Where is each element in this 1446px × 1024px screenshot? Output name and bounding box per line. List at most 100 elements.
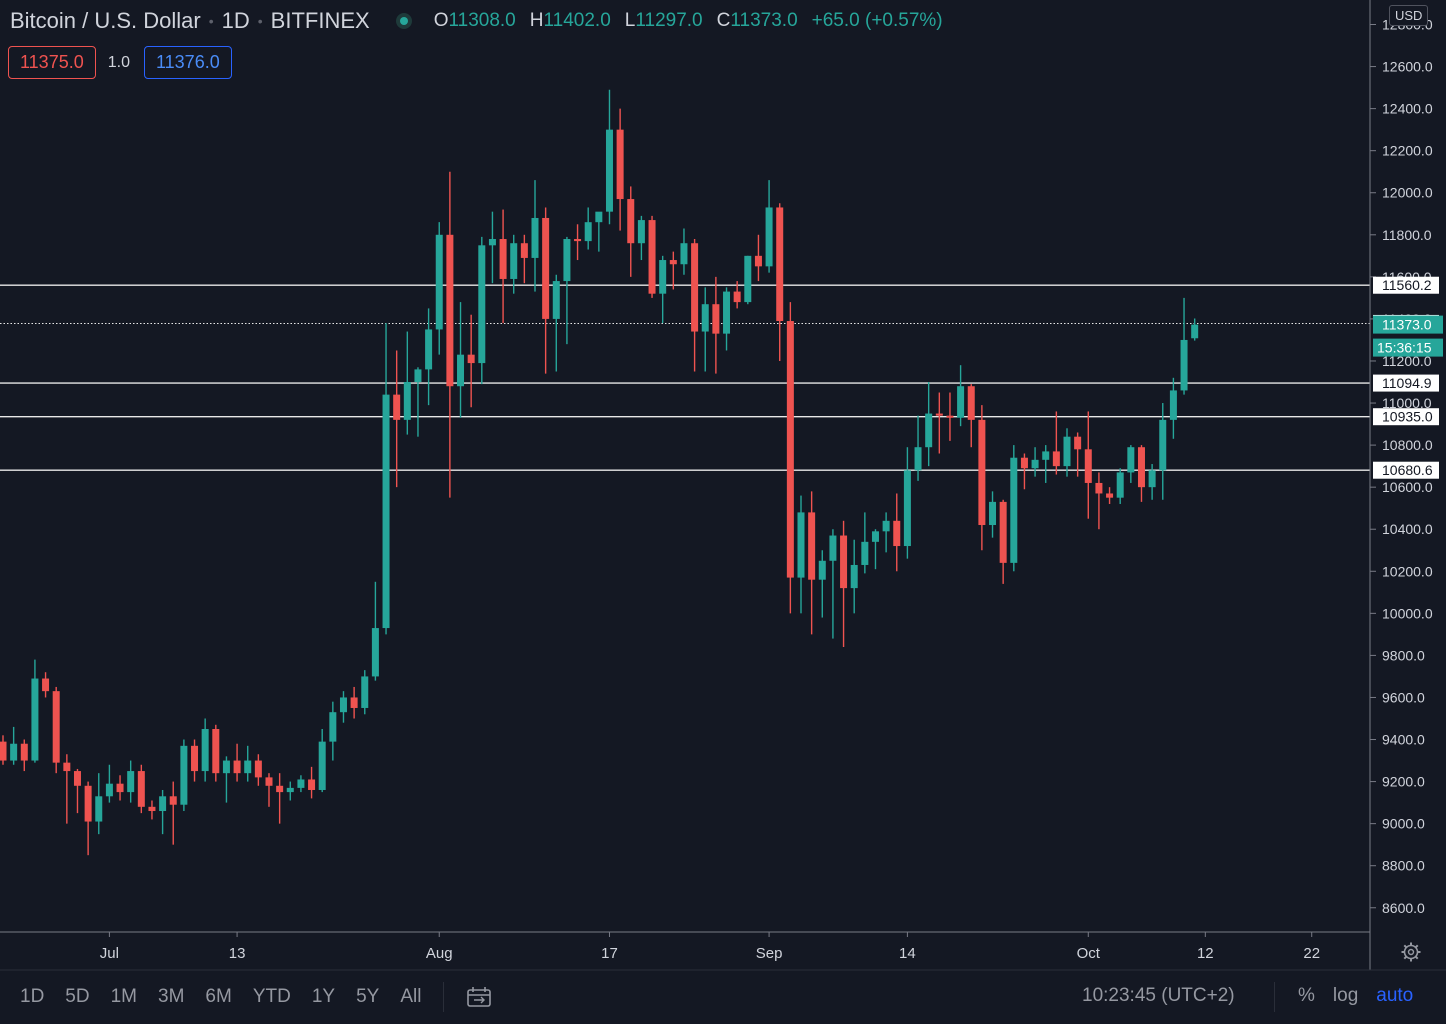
candle[interactable] xyxy=(1127,445,1135,483)
symbol-name[interactable]: Bitcoin / U.S. Dollar xyxy=(10,8,201,33)
candle[interactable] xyxy=(137,764,145,814)
candle[interactable] xyxy=(339,691,347,723)
candle[interactable] xyxy=(903,447,911,559)
candle[interactable] xyxy=(1063,428,1071,477)
candle[interactable] xyxy=(691,239,699,372)
candle[interactable] xyxy=(967,384,975,448)
candle[interactable] xyxy=(1148,464,1156,500)
candle[interactable] xyxy=(52,686,60,774)
candle[interactable] xyxy=(637,215,645,261)
candle[interactable] xyxy=(276,773,284,824)
candle[interactable] xyxy=(1137,445,1145,502)
candle[interactable] xyxy=(308,766,316,799)
candle[interactable] xyxy=(105,764,113,803)
candle[interactable] xyxy=(73,768,81,814)
candle[interactable] xyxy=(510,234,518,294)
candle[interactable] xyxy=(616,108,624,231)
candle[interactable] xyxy=(446,171,454,498)
candle[interactable] xyxy=(148,800,156,820)
candle[interactable] xyxy=(946,392,954,441)
candle[interactable] xyxy=(254,754,262,786)
candle[interactable] xyxy=(371,581,379,681)
candle[interactable] xyxy=(808,491,816,635)
candle[interactable] xyxy=(180,739,188,812)
candle[interactable] xyxy=(957,365,965,427)
candle[interactable] xyxy=(233,743,241,782)
clock-display[interactable]: 10:23:45 (UTC+2) xyxy=(1082,985,1235,1006)
candle[interactable] xyxy=(1010,445,1018,572)
candle[interactable] xyxy=(776,203,784,361)
candle[interactable] xyxy=(1095,472,1103,530)
candle[interactable] xyxy=(925,382,933,467)
percent-scale-button[interactable]: % xyxy=(1298,985,1315,1006)
candle[interactable] xyxy=(914,415,922,481)
candle[interactable] xyxy=(605,89,613,225)
candle[interactable] xyxy=(871,529,879,570)
candle[interactable] xyxy=(659,255,667,324)
candle[interactable] xyxy=(754,234,762,282)
candle[interactable] xyxy=(999,499,1007,584)
candle[interactable] xyxy=(669,251,677,290)
candle[interactable] xyxy=(425,308,433,406)
timeframe-1d[interactable]: 1D xyxy=(20,986,45,1007)
timeframe-1y[interactable]: 1Y xyxy=(311,986,336,1007)
timeframe-5y[interactable]: 5Y xyxy=(356,986,380,1007)
candle[interactable] xyxy=(169,781,177,845)
candle[interactable] xyxy=(95,773,103,835)
candle[interactable] xyxy=(531,180,539,292)
timeframe-ytd[interactable]: YTD xyxy=(252,986,291,1007)
candle[interactable] xyxy=(403,331,411,435)
candle[interactable] xyxy=(829,529,837,639)
candle[interactable] xyxy=(733,281,741,309)
candle[interactable] xyxy=(786,302,794,614)
candle[interactable] xyxy=(127,760,135,803)
candle[interactable] xyxy=(882,512,890,553)
candle[interactable] xyxy=(850,539,858,614)
candle[interactable] xyxy=(723,287,731,351)
candle[interactable] xyxy=(1052,411,1060,475)
candle[interactable] xyxy=(520,234,528,284)
candle[interactable] xyxy=(382,323,390,635)
candle[interactable] xyxy=(552,274,560,372)
candle[interactable] xyxy=(542,207,550,374)
timeframe-3m[interactable]: 3M xyxy=(158,986,185,1007)
candle[interactable] xyxy=(584,207,592,250)
candle[interactable] xyxy=(712,276,720,374)
candle[interactable] xyxy=(393,350,401,488)
candle[interactable] xyxy=(467,314,475,408)
candle[interactable] xyxy=(935,392,943,454)
sell-button[interactable]: 11375.0 xyxy=(8,46,96,79)
candle[interactable] xyxy=(20,739,28,772)
candle[interactable] xyxy=(978,405,986,551)
candle[interactable] xyxy=(797,495,805,614)
candle[interactable] xyxy=(435,222,443,355)
candle[interactable] xyxy=(488,211,496,284)
candle[interactable] xyxy=(244,745,252,782)
timeframe-5d[interactable]: 5D xyxy=(65,986,90,1007)
currency-button[interactable]: USD xyxy=(1389,5,1429,26)
candle[interactable] xyxy=(0,735,7,765)
candle[interactable] xyxy=(680,228,688,275)
candle[interactable] xyxy=(989,491,997,538)
candle[interactable] xyxy=(499,209,507,324)
candle[interactable] xyxy=(1191,318,1199,341)
candle[interactable] xyxy=(116,775,124,801)
candle[interactable] xyxy=(201,718,209,782)
candle[interactable] xyxy=(42,672,50,698)
candle[interactable] xyxy=(701,287,709,372)
candle[interactable] xyxy=(1074,432,1082,477)
candle[interactable] xyxy=(222,756,230,803)
candle[interactable] xyxy=(159,789,167,835)
candle[interactable] xyxy=(350,686,358,719)
candle[interactable] xyxy=(191,739,199,782)
candle[interactable] xyxy=(818,550,826,618)
candle[interactable] xyxy=(318,729,326,793)
candle[interactable] xyxy=(478,236,486,385)
candle[interactable] xyxy=(212,724,220,782)
candle[interactable] xyxy=(1159,403,1167,500)
candle[interactable] xyxy=(265,773,273,807)
candle[interactable] xyxy=(840,520,848,647)
candle[interactable] xyxy=(297,775,305,793)
settings-gear-icon[interactable] xyxy=(1401,942,1421,962)
